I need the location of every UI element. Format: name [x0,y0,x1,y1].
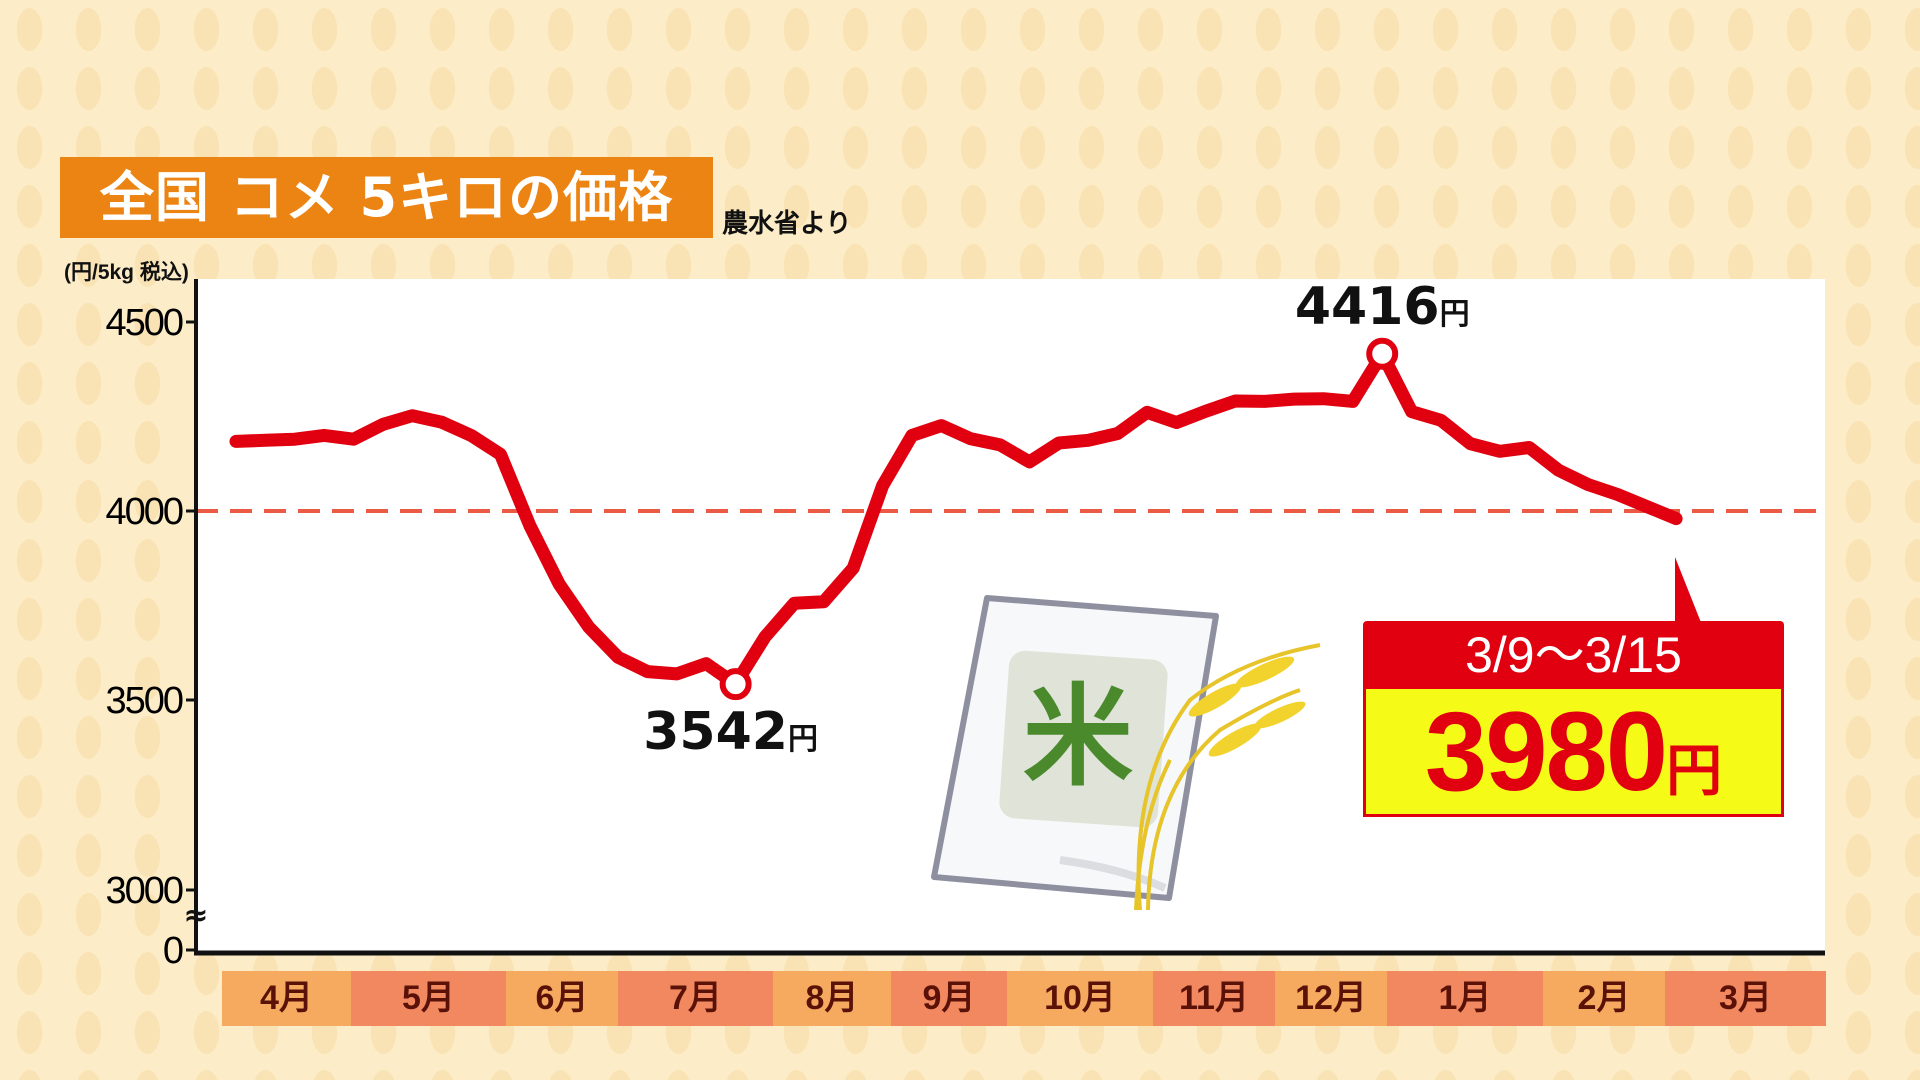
rice-bag-illustration: 米 [931,595,1321,911]
x-tick-label-month: 3月 [1665,971,1826,1026]
price-series-line [229,347,1683,691]
annotation-value: 3542 [643,702,788,762]
y-axis-unit-label: (円/5kg 税込) [64,261,189,284]
annotation-unit: 円 [788,722,818,757]
callout-price-unit: 円 [1666,739,1723,802]
chart-title: 全国 コメ 5キロの価格 [60,157,713,238]
x-tick-label-month: 8月 [773,971,891,1026]
y-tick-label: 0 [163,930,183,972]
axis-break-icon: ≈ [183,898,208,933]
x-tick-label-month: 4月 [222,971,351,1026]
x-tick-label-month: 2月 [1543,971,1665,1026]
min-point-marker [719,668,752,701]
x-tick-label-month: 11月 [1153,971,1275,1026]
x-tick-label-month: 5月 [351,971,506,1026]
x-tick-label-month: 12月 [1275,971,1387,1026]
x-tick-label-month: 10月 [1007,971,1153,1026]
rice-kanji: 米 [1023,673,1133,801]
annotation-value: 4416 [1295,277,1440,337]
callout-pointer [1675,557,1702,625]
latest-price-callout: 3/9〜3/15 3980円 [1363,621,1784,817]
x-tick-label-month: 1月 [1387,971,1543,1026]
x-tick-label-month: 9月 [891,971,1007,1026]
max-value-label: 4416円 [1295,277,1470,337]
y-tick-label: 3000 [105,870,182,912]
min-value-label: 3542円 [643,702,818,762]
callout-period: 3/9〜3/15 [1363,621,1784,689]
x-tick-label-month: 6月 [506,971,618,1026]
y-tick-label: 3500 [105,680,182,722]
y-tick-label: 4000 [105,491,182,533]
y-tick-label: 4500 [105,302,182,344]
source-note: 農水省より [722,209,852,239]
rice-bag-shadow [1059,856,1167,892]
max-point-marker [1366,337,1399,370]
callout-price: 3980 [1424,689,1668,814]
rice-stalk-icon [1134,643,1321,911]
x-axis-month-bar: 4月 5月 6月 7月 8月 9月 10月 11月 12月 1月 2月 3月 [222,971,1826,1026]
callout-price-box: 3980円 [1363,689,1784,817]
rice-bag-label [999,650,1168,828]
annotation-unit: 円 [1440,297,1470,332]
x-tick-label-month: 7月 [618,971,773,1026]
